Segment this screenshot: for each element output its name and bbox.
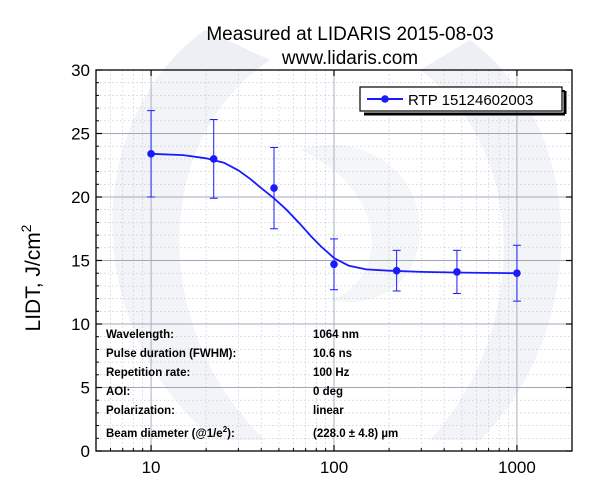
y-axis-label-main: LIDT, J/cm (22, 232, 45, 331)
data-points (147, 150, 521, 278)
y-axis-label-superscript: 2 (18, 224, 34, 232)
info-value: (228.0 ± 4.8) µm (313, 428, 398, 440)
y-tick-label: 15 (71, 252, 90, 271)
info-label: Polarization: (106, 405, 175, 417)
info-label-superscript: 2 (223, 425, 228, 434)
info-label-tail: ): (227, 428, 235, 440)
legend: RTP 15124602003 (359, 86, 567, 116)
data-point (270, 184, 278, 192)
legend-marker-swatch (381, 95, 389, 103)
info-label: AOI: (106, 386, 130, 398)
axis-ticks: 0 5 10 15 20 25 30 10 100 1000 (71, 61, 572, 477)
info-value: 1064 nm (313, 329, 359, 341)
info-label: Repetition rate: (106, 367, 190, 379)
info-label: Pulse duration (FWHM): (106, 348, 236, 360)
data-point (453, 268, 461, 276)
y-axis-label: LIDT, J/cm2 (18, 224, 45, 331)
data-point (209, 155, 218, 163)
chart-title: Measured at LIDARIS 2015-08-03 (206, 24, 493, 45)
y-tick-label: 0 (81, 442, 90, 461)
y-tick-label: 25 (71, 125, 90, 144)
info-value: linear (313, 405, 344, 417)
data-point (513, 269, 521, 278)
data-point (392, 266, 401, 275)
info-label: Beam diameter (@1/e2): (106, 425, 235, 440)
y-tick-label: 5 (81, 379, 90, 398)
chart-subtitle: www.lidaris.com (281, 48, 418, 69)
info-value: 10.6 ns (313, 348, 352, 360)
info-label-text: Beam diameter (@1/e (106, 428, 223, 440)
legend-entry-label: RTP 15124602003 (408, 92, 533, 109)
measurement-info-table: Wavelength: 1064 nm Pulse duration (FWHM):… (106, 329, 398, 440)
y-tick-label: 10 (71, 315, 90, 334)
info-value: 0 deg (313, 386, 343, 398)
data-point (330, 260, 338, 269)
x-tick-label: 10 (142, 458, 161, 477)
info-label: Wavelength: (106, 329, 174, 341)
data-point (147, 150, 155, 158)
x-tick-label: 1000 (498, 458, 536, 477)
info-value: 100 Hz (313, 367, 350, 379)
x-tick-label: 100 (320, 458, 348, 477)
fit-curve (151, 152, 517, 275)
y-tick-label: 30 (71, 61, 90, 80)
y-tick-label: 20 (71, 188, 90, 207)
fit-curve-group (151, 152, 517, 275)
lidaris-watermark-logo (112, 30, 562, 440)
